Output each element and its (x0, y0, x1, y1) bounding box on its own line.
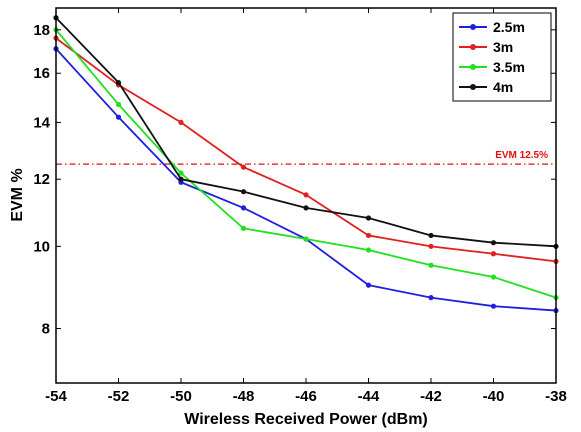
x-tick-label: -52 (108, 388, 130, 405)
data-point-4m (365, 215, 372, 221)
data-point-4m (178, 176, 184, 182)
legend-marker-3m (470, 44, 476, 50)
legend-marker-4m (470, 84, 476, 90)
reference-line-label: EVM 12.5% (495, 150, 548, 161)
data-point-2.5m (428, 295, 434, 301)
data-point-3m (365, 232, 372, 239)
data-point-3m (303, 192, 309, 198)
data-point-3.5m (303, 236, 309, 242)
data-point-2.5m (115, 114, 122, 120)
data-point-3m (490, 251, 497, 257)
data-point-2.5m (365, 282, 372, 288)
y-tick-label: 12 (33, 171, 50, 188)
legend-label-3m: 3m (493, 39, 513, 55)
y-axis-label: EVM % (9, 168, 26, 221)
y-tick-label: 18 (33, 22, 50, 39)
axes: -54 -52 -50 -48 -46 -44 -42 -40 -38 8 10 12 14 16 18 (33, 8, 567, 405)
data-point-3.5m (240, 225, 247, 231)
y-tick-label: 16 (33, 65, 50, 82)
data-point-3m (240, 164, 247, 170)
legend-marker-3.5m (470, 64, 476, 70)
y-tick-label: 8 (42, 321, 50, 338)
legend-marker-2.5m (470, 24, 476, 30)
data-point-4m (428, 232, 434, 239)
x-tick-label: -38 (545, 388, 567, 405)
plot-area: EVM 12.5% (53, 15, 559, 314)
data-point-2.5m (490, 303, 497, 309)
x-axis-label: Wireless Received Power (dBm) (184, 411, 428, 428)
data-point-3.5m (178, 170, 184, 176)
data-point-4m (303, 205, 309, 211)
y-tick-label: 10 (33, 238, 50, 255)
data-point-4m (490, 240, 497, 246)
data-point-3.5m (428, 262, 434, 268)
legend-label-4m: 4m (493, 79, 513, 95)
data-point-3.5m (490, 274, 497, 280)
x-tick-label: -50 (170, 388, 192, 405)
data-point-2.5m (240, 205, 247, 211)
data-point-4m (115, 79, 122, 86)
x-tick-label: -46 (295, 388, 317, 405)
data-point-3m (428, 243, 434, 249)
data-point-3m (178, 119, 184, 126)
x-tick-label: -42 (420, 388, 442, 405)
x-tick-label: -54 (45, 388, 67, 405)
legend-label-3.5m: 3.5m (493, 59, 525, 75)
x-tick-label: -48 (233, 388, 255, 405)
data-point-3.5m (115, 101, 122, 108)
legend: 2.5m 3m 3.5m 4m (452, 12, 552, 102)
legend-label-2.5m: 2.5m (493, 19, 525, 35)
x-tick-label: -44 (358, 388, 380, 405)
data-point-3.5m (365, 247, 372, 253)
y-tick-label: 14 (33, 114, 50, 131)
x-tick-label: -40 (483, 388, 505, 405)
data-point-4m (240, 189, 247, 195)
